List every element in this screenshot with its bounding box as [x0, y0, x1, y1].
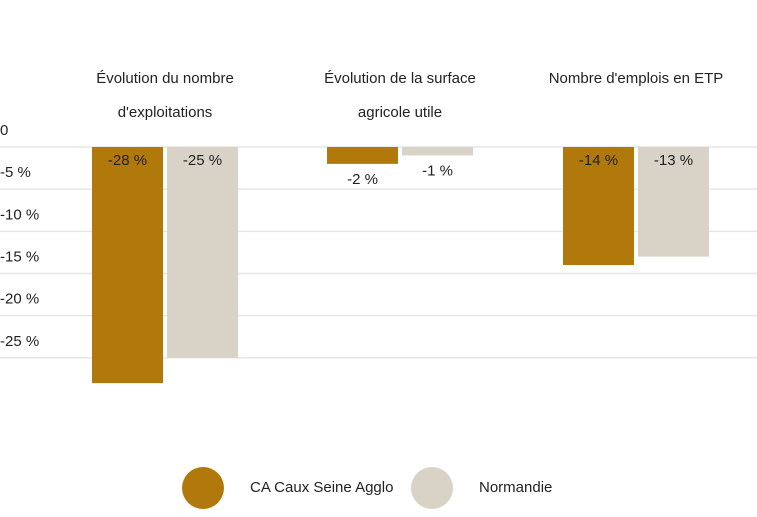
bar — [638, 147, 709, 257]
legend-swatch — [182, 467, 224, 509]
legend-label: Normandie — [479, 479, 552, 496]
data-label: -14 % — [579, 152, 618, 169]
category-label: Nombre d'emplois en ETP — [548, 70, 724, 87]
y-tick-label: -10 % — [0, 206, 39, 223]
category-label: Évolution du nombre d'exploitations — [96, 70, 234, 121]
data-label: -2 % — [347, 171, 378, 188]
data-label: -1 % — [422, 162, 453, 179]
y-tick-label: -15 % — [0, 248, 39, 265]
y-tick-label: -5 % — [0, 164, 31, 181]
y-tick-label: 0 — [0, 122, 8, 139]
legend-swatch — [411, 467, 453, 509]
bar — [327, 147, 398, 164]
bar — [563, 147, 634, 266]
data-label: -13 % — [654, 152, 693, 169]
bar — [92, 147, 163, 384]
legend-label: CA Caux Seine Agglo — [250, 479, 393, 496]
y-tick-label: -20 % — [0, 291, 39, 308]
bar — [167, 147, 238, 358]
data-label: -28 % — [108, 152, 147, 169]
y-tick-label: -25 % — [0, 333, 39, 350]
category-label: Évolution de la surface agricole utile — [324, 70, 476, 121]
data-label: -25 % — [183, 152, 222, 169]
bar — [402, 147, 473, 156]
